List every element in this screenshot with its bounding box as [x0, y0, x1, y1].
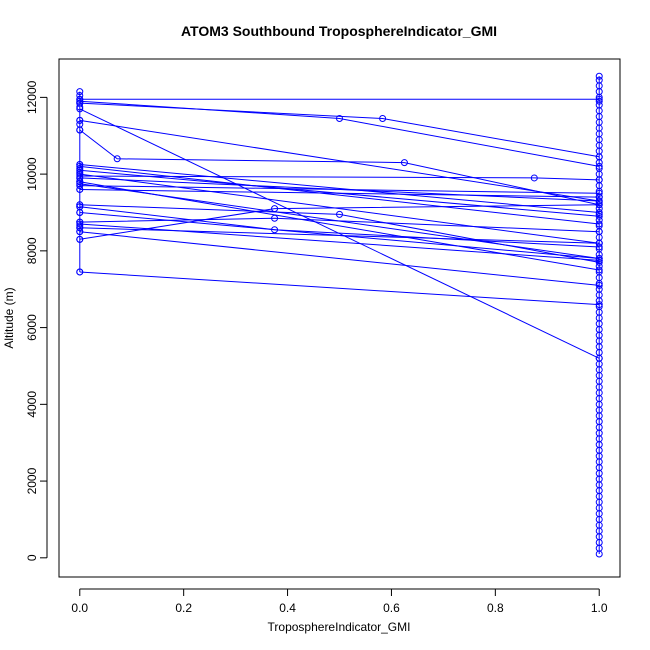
x-tick-label: 0.4: [279, 601, 296, 615]
series-line: [79, 271, 600, 306]
x-tick-label: 0.0: [71, 601, 88, 615]
data-point: [336, 210, 343, 218]
y-tick-label: 8000: [25, 237, 39, 264]
series-line: [79, 119, 600, 202]
series-line: [79, 164, 600, 213]
x-axis: 0.0 0.2 0.4 0.6 0.8 1.0: [71, 588, 608, 615]
series-line: [79, 204, 600, 263]
x-tick-label: 0.2: [175, 601, 192, 615]
stack-x0-point: [76, 185, 84, 193]
y-tick-label: 12000: [25, 80, 39, 114]
stack-x0-point: [76, 88, 84, 96]
data-point: [530, 174, 538, 182]
series-line: [79, 189, 600, 198]
y-tick-label: 6000: [25, 314, 39, 341]
data-point: [113, 155, 121, 163]
x-tick-label: 0.8: [487, 601, 504, 615]
series-layer: [76, 95, 603, 362]
stack-x0-point: [76, 95, 84, 103]
x-axis-label: TroposphereIndicator_GMI: [268, 620, 411, 634]
data-point: [271, 205, 279, 213]
stack-x1-point: [595, 76, 603, 84]
series-line: [79, 227, 600, 244]
y-tick-label: 4000: [25, 391, 39, 418]
series-line: [79, 175, 600, 181]
y-axis-label: Altitude (m): [2, 287, 16, 348]
series-line: [79, 173, 600, 244]
x-tick-label: 1.0: [591, 601, 608, 615]
x-tick-label: 0.6: [383, 601, 400, 615]
data-point: [379, 114, 387, 122]
plot-frame: [58, 58, 621, 578]
stack-x1-point: [595, 101, 603, 109]
series-line: [79, 100, 600, 167]
stack-x0-point: [76, 99, 84, 107]
stack-x0-point: [76, 168, 84, 176]
chart-title: ATOM3 Southbound TroposphereIndicator_GM…: [181, 23, 497, 39]
series-line: [79, 223, 600, 261]
stack-x0-point: [76, 268, 84, 276]
series-line: [79, 231, 600, 286]
stack-x0-point: [76, 218, 84, 226]
y-tick-label: 2000: [25, 467, 39, 494]
stack-x0-point: [76, 235, 84, 243]
stack-x1-point: [595, 72, 603, 80]
stack-x0-point: [76, 201, 84, 209]
stack-x0-point: [76, 164, 84, 172]
stack-x0-point: [76, 203, 84, 211]
y-tick-label: 10000: [25, 157, 39, 191]
data-point: [400, 159, 408, 167]
stack-x1-point: [595, 97, 603, 105]
data-point: [271, 214, 279, 222]
series-line: [79, 185, 600, 194]
series-line: [79, 204, 600, 240]
stack-x0-point: [76, 120, 84, 128]
series-line: [79, 102, 600, 158]
y-axis: 0 2000 4000 6000 8000 10000 12000: [25, 80, 48, 561]
series-line: [79, 217, 600, 233]
stack-x0-point: [76, 178, 84, 186]
stack-x0-point: [76, 222, 84, 230]
data-point: [336, 114, 343, 122]
points-layer: [76, 72, 603, 558]
stack-x0-point: [76, 103, 84, 111]
y-tick-label: 0: [25, 554, 39, 561]
stack-x0-point: [76, 116, 84, 124]
stack-x0-point: [76, 91, 84, 99]
stack-x0-point: [76, 161, 84, 169]
series-line: [79, 129, 600, 206]
